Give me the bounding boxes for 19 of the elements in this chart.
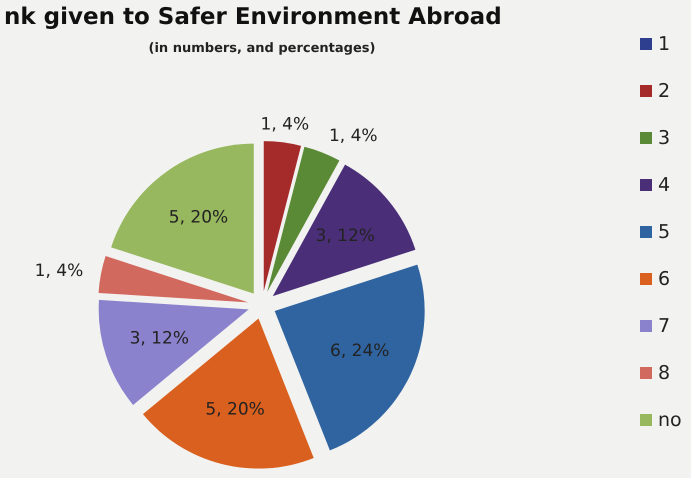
legend-label: 1 — [658, 33, 670, 55]
data-label: 5, 20% — [168, 208, 228, 228]
legend-label: no — [658, 409, 682, 431]
data-label: 1, 4% — [34, 260, 84, 281]
data-label: 1, 4% — [260, 114, 310, 134]
data-label: 6, 24% — [330, 340, 390, 361]
data-label: 3, 12% — [316, 226, 375, 246]
legend-label: 3 — [658, 127, 670, 149]
data-label: 1, 4% — [329, 126, 378, 146]
legend-label: 8 — [658, 362, 670, 384]
data-label: 3, 12% — [130, 328, 189, 348]
legend-label: 6 — [658, 268, 670, 290]
data-label: 5, 20% — [205, 400, 265, 420]
chart-title: nk given to Safer Environment Abroad — [4, 4, 502, 30]
legend-label: 7 — [658, 315, 670, 337]
legend-label: 2 — [658, 80, 670, 102]
legend-label: 5 — [658, 221, 670, 243]
legend-label: 4 — [658, 174, 670, 196]
chart-subtitle: (in numbers, and percentages) — [148, 41, 376, 56]
